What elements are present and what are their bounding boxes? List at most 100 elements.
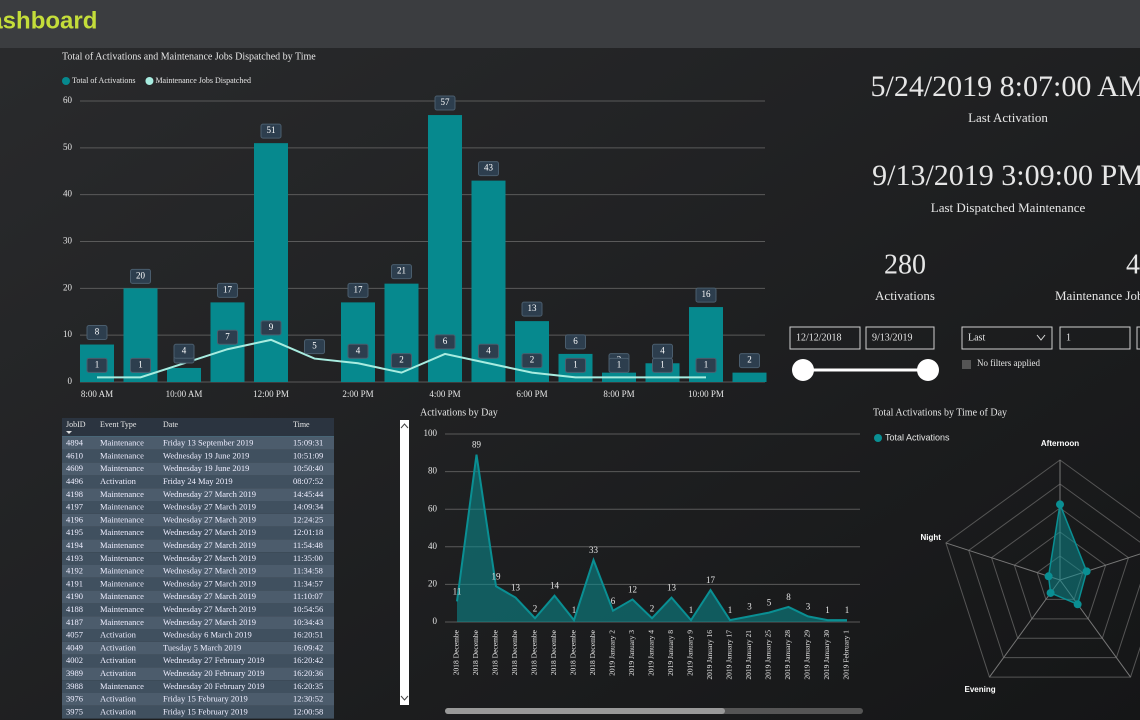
table-cell: Maintenance [100,578,144,588]
table-cell: 3975 [66,706,83,716]
table-cell: 4190 [66,591,83,601]
radar-area [1047,501,1088,606]
table-cell: Maintenance [100,489,144,499]
legend-marker [145,77,154,85]
x-tick-label: 2019 January 21 [744,630,753,680]
table-cell: 4197 [66,502,83,512]
table-cell: Wednesday 27 March 2019 [163,604,256,614]
table-cell: Maintenance [100,502,144,512]
data-label: 4 [486,345,491,355]
table-cell: Maintenance [100,463,144,473]
column-header: JobID [66,420,86,429]
data-label-box [695,287,717,303]
table-cell: 4192 [66,566,83,576]
data-label: 1 [825,605,830,615]
table-cell: Maintenance [100,450,144,460]
bar [167,367,201,382]
table-cell: 08:07:52 [293,476,323,486]
data-label: 17 [223,284,233,294]
data-label: 2 [533,603,538,613]
table-cell: Wednesday 27 March 2019 [163,489,256,499]
date-end: 9/13/2019 [872,332,913,343]
mode-dropdown[interactable] [961,326,1053,350]
chart-title: Total Activations by Time of Day [873,407,1007,418]
data-label: 20 [136,270,146,280]
table-cell: 10:54:56 [293,604,323,614]
table-cell: 4002 [66,655,83,665]
data-label-box [260,123,282,139]
slider-handle[interactable] [792,359,814,381]
data-label-box [130,268,151,284]
data-label: 17 [354,284,364,294]
table-cell: Wednesday 19 June 2019 [163,463,249,473]
data-label-box [86,357,108,373]
table-cell: 4198 [66,489,83,499]
axis-label: Afternoon [1041,439,1079,448]
table-cell: 15:09:31 [293,438,323,448]
table-cell: Wednesday 27 March 2019 [163,527,256,537]
card-label: Maintenance Jobs Dispatched [1055,288,1140,303]
date-start: 12/12/2018 [796,332,842,343]
data-label: 1 [660,359,665,369]
slider-handle[interactable] [917,359,939,381]
data-label: 8 [95,327,100,337]
bar [732,372,767,382]
data-label: 6 [573,336,578,346]
data-label-box [695,357,717,373]
data-label: 33 [589,545,599,555]
x-tick-label: 2019 February 1 [842,630,851,680]
table-cell: 12:01:18 [293,527,323,537]
data-label-box [478,161,499,177]
data-label-box [608,357,630,373]
data-label: 89 [472,440,482,450]
count-input[interactable] [1059,326,1131,350]
column-header: Time [293,420,310,429]
radar-point [1046,588,1055,597]
table-cell: Maintenance [100,540,144,550]
table-scrollbar[interactable] [400,420,409,705]
table-row [62,667,334,681]
x-tick-label: 8:00 AM [81,389,113,399]
table-cell: Wednesday 27 March 2019 [163,502,256,512]
table-cell: 16:20:36 [293,668,323,678]
table-cell: Wednesday 27 March 2019 [163,566,256,576]
table-row [62,577,334,591]
data-label: 4 [660,345,665,355]
bar [254,143,288,382]
unit-dropdown[interactable] [1136,326,1140,350]
table-cell: Tuesday 5 March 2019 [163,642,241,652]
data-label: 2 [650,603,655,613]
table-cell: Activation [100,655,137,665]
table-cell: 4496 [66,476,83,486]
data-label: 19 [492,571,502,581]
data-label-box [347,343,369,359]
y-tick-label: 10 [63,329,73,339]
chart-title: Activations by Day [420,407,498,418]
table-cell: Activation [100,630,137,640]
date-input[interactable] [865,326,935,350]
data-label-box [217,329,238,345]
data-label: 21 [397,266,406,276]
column-header: Event Type [100,420,137,429]
table-cell: Friday 24 May 2019 [163,476,233,486]
data-label-box [652,357,673,373]
filter-icon [962,360,971,369]
h-scroll-thumb[interactable] [445,708,725,714]
table-cell: 4187 [66,617,83,627]
date-input[interactable] [789,326,861,350]
table-row [62,693,334,706]
table-cell: Wednesday 27 March 2019 [163,617,256,627]
data-label-box [434,95,456,111]
table-cell: 11:35:00 [293,553,323,563]
table-row [62,705,334,719]
data-label: 11 [453,586,462,596]
data-label: 4 [182,345,187,355]
x-tick-label: 2019 January 28 [783,630,792,680]
legend-label: Total Activations [885,432,950,442]
table-cell: 11:34:57 [293,578,323,588]
table-row [62,437,334,450]
table-row [62,501,334,514]
scroll-arrows [400,423,409,701]
data-label-box [347,282,369,298]
